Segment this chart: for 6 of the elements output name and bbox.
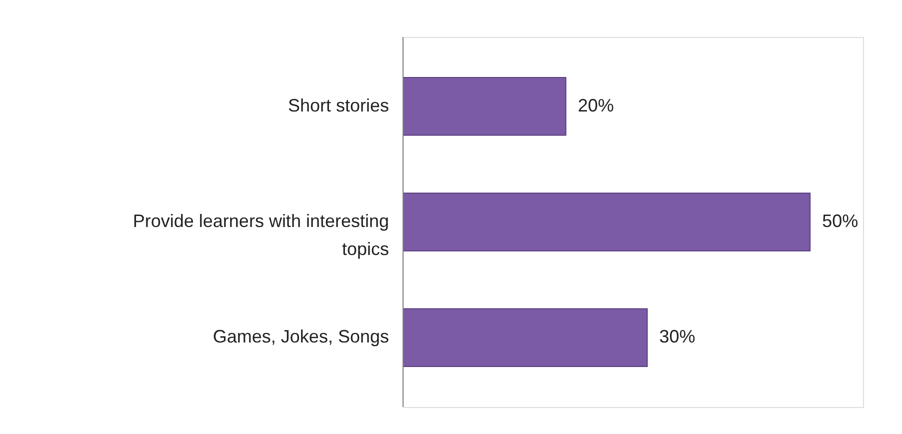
- data-label: 20%: [578, 95, 614, 116]
- data-label: 50%: [822, 211, 858, 231]
- data-label: 30%: [659, 326, 696, 347]
- y-tick-label: Games, Jokes, Songs: [212, 326, 389, 347]
- y-tick-label: Short stories: [288, 95, 389, 116]
- y-tick-label: Provide learners with interesting topics: [132, 211, 389, 259]
